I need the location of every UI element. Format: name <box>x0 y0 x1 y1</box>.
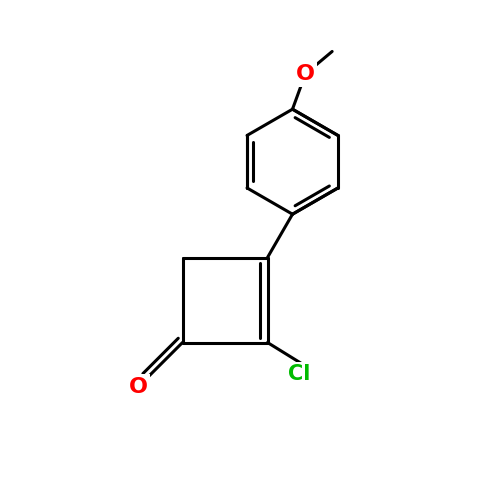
Text: O: O <box>128 377 148 397</box>
Text: Cl: Cl <box>288 364 310 384</box>
Text: O: O <box>296 64 315 84</box>
